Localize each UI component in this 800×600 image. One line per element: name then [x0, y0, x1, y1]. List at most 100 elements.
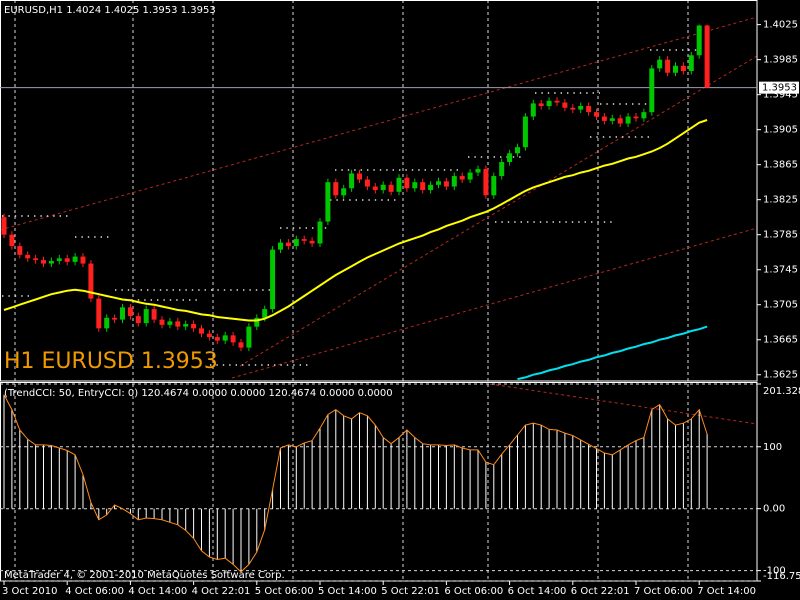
candle-body [238, 342, 244, 348]
candle-body [609, 118, 615, 121]
price-label-box [759, 81, 799, 94]
candle-body [491, 176, 497, 196]
x-tick-label: 7 Oct 14:00 [697, 586, 756, 597]
level-dots [2, 49, 700, 366]
candle-body [120, 307, 125, 320]
candle-body [451, 176, 457, 187]
candle-body [246, 326, 252, 348]
candle-body [309, 240, 315, 244]
candle-body [48, 260, 54, 264]
candle-body [25, 254, 31, 259]
candle-body [617, 118, 623, 124]
candle-body [341, 188, 347, 196]
y-tick-label: 1.4025 [763, 20, 798, 31]
indicator-line [3, 119, 708, 322]
candle-body [420, 182, 426, 191]
y-tick-label: -116.752 [763, 571, 800, 582]
candle-body [475, 169, 481, 173]
candle-body [9, 234, 15, 247]
candle-body [372, 186, 378, 191]
price-label: 1.3953 [762, 83, 797, 94]
candle-body [586, 106, 592, 113]
y-tick-label: 1.3785 [763, 230, 798, 241]
price-panel-frame [0, 0, 758, 382]
y-tick-label: 1.3985 [763, 55, 798, 66]
candle-body [459, 176, 465, 180]
candle-body [578, 106, 584, 110]
x-tick-label: 3 Oct 2010 [2, 586, 57, 597]
candle-body [507, 153, 513, 163]
x-tick-label: 4 Oct 14:00 [128, 586, 187, 597]
candle-body [325, 182, 331, 222]
x-tick-label: 6 Oct 14:00 [508, 586, 567, 597]
candle-body [33, 258, 39, 261]
candle-body [175, 321, 181, 327]
candle-body [64, 258, 70, 262]
candle-body [285, 242, 291, 247]
y-tick-label: -100 [763, 566, 786, 577]
y-tick-label: 1.3905 [763, 125, 798, 136]
trend-line [239, 55, 758, 367]
y-tick-label: 1.3865 [763, 160, 798, 171]
candle-body [80, 256, 86, 264]
x-tick-label: 6 Oct 06:00 [444, 586, 503, 597]
candle-body [665, 59, 671, 73]
trend-line [0, 16, 758, 231]
candle-body [443, 181, 449, 187]
candle-body [104, 317, 110, 329]
candle-body [317, 221, 323, 244]
indicator-line [517, 325, 708, 381]
x-tick-label: 4 Oct 22:01 [192, 586, 251, 597]
trend-line [231, 227, 758, 379]
copyright: MetaTrader 4, © 2001-2010 MetaQuotes Sof… [4, 570, 285, 581]
candle-body [230, 335, 236, 343]
candle-body [649, 68, 655, 113]
candle-body [641, 112, 647, 119]
indicator-title: (TrendCCI: 50, EntryCCI: 0) 120.4674 0.0… [4, 388, 393, 399]
candle-body [483, 169, 489, 196]
candle-body [127, 307, 133, 317]
candle-body [191, 323, 197, 329]
candle-body [633, 116, 639, 119]
candle-body [404, 177, 410, 189]
y-tick-label: 1.3625 [763, 370, 798, 381]
y-tick-label: 1.3665 [763, 335, 798, 346]
candle-body [380, 184, 386, 191]
candle-body [570, 107, 576, 110]
trend-lines [0, 16, 758, 425]
candle-body [467, 172, 473, 180]
candle-body [17, 246, 23, 255]
candle-body [278, 242, 283, 250]
candle-body [135, 316, 141, 324]
candle-body [349, 173, 355, 189]
candle-body [357, 173, 362, 180]
candle-body [206, 333, 212, 338]
candle-body [538, 103, 544, 107]
cci-line [3, 394, 708, 573]
candle-body [696, 25, 702, 56]
y-tick-label: 201.3287 [763, 386, 800, 397]
y-tick-label: 1.3745 [763, 265, 798, 276]
watermark: H1 EURUSD 1.3953 [4, 349, 218, 374]
candle-body [159, 319, 165, 325]
candle-body [262, 309, 268, 318]
vertical-grid [14, 0, 689, 581]
candle-body [96, 298, 102, 329]
candle-body [333, 182, 339, 196]
candle-body [688, 55, 694, 72]
candle-body [72, 256, 78, 262]
candle-body [364, 179, 370, 187]
candle-body [301, 239, 307, 241]
candle-body [625, 116, 631, 124]
candle-body [601, 116, 607, 121]
x-tick-label: 4 Oct 06:00 [65, 586, 124, 597]
candle-body [396, 177, 402, 192]
x-tick-label: 7 Oct 06:00 [634, 586, 693, 597]
candle-body [522, 116, 528, 148]
candle-body [270, 249, 276, 310]
candle-body [562, 102, 568, 108]
candle-body [499, 162, 505, 177]
y-tick-label: 1.3825 [763, 195, 798, 206]
